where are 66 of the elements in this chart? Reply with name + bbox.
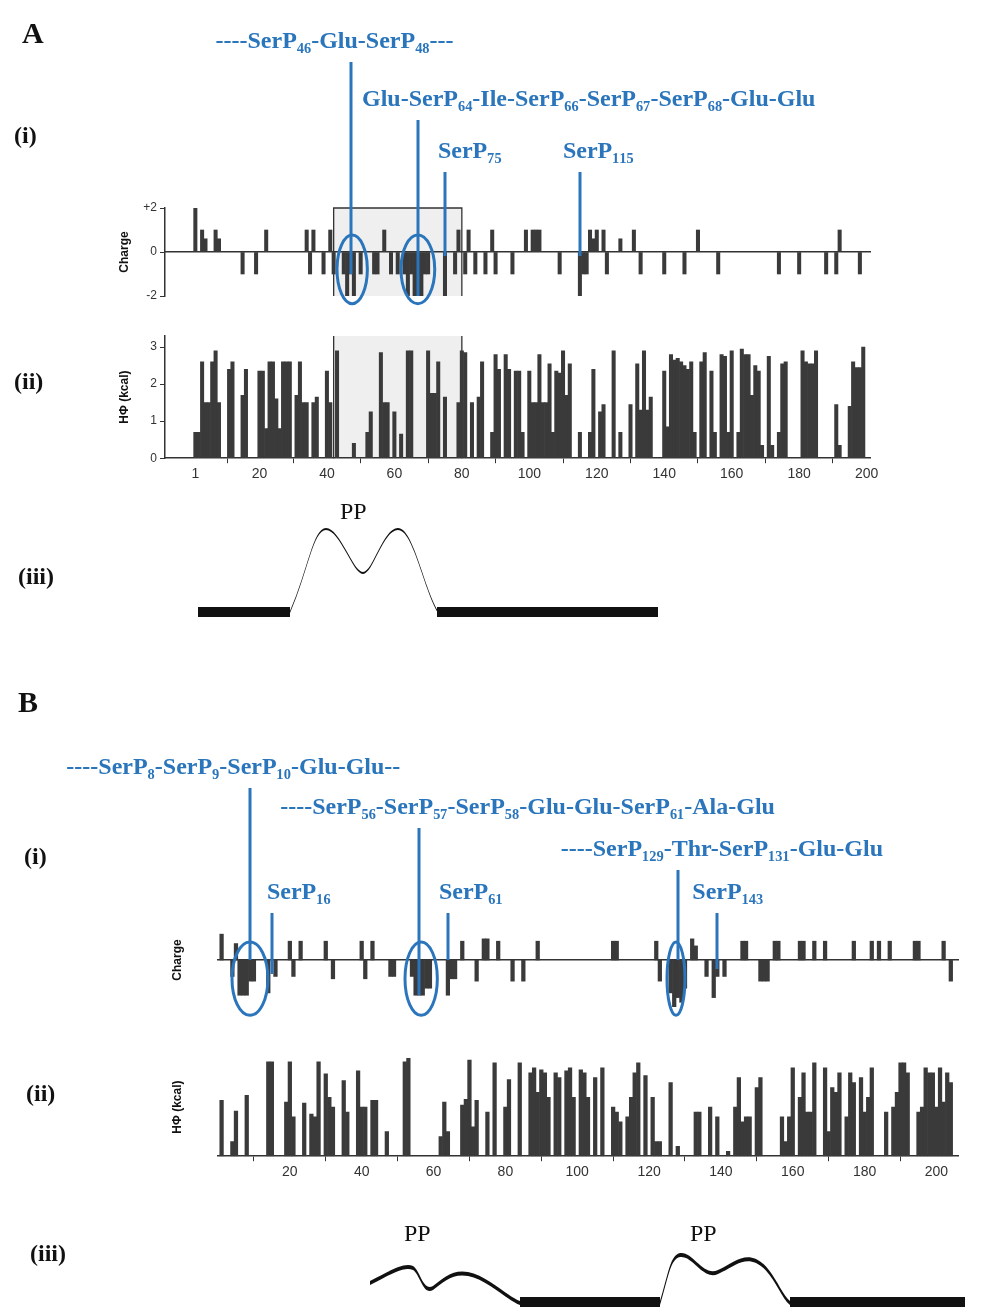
x-tick-label: 20 — [251, 465, 268, 482]
y-tick-label: 0 — [150, 450, 158, 465]
x-tick-label: 80 — [454, 465, 470, 482]
x-tick-label: 100 — [517, 465, 542, 482]
y-tick-label: -2 — [146, 288, 158, 303]
text: (iii) — [18, 563, 54, 590]
x-tick-label: 60 — [386, 465, 403, 482]
y-axis-title: Charge — [116, 231, 131, 273]
annotation: ----SerP₈-SerP₉-SerP₁₀-Glu-Glu-- — [66, 752, 401, 780]
annotation: SerP₆₁ — [438, 877, 503, 905]
annotation: ----SerP₅₆-SerP₅₇-SerP₅₈-Glu-Glu-SerP₆₁-Ala-Glu — [280, 792, 775, 820]
text: PP — [690, 1220, 717, 1247]
x-tick-label: 160 — [720, 465, 744, 482]
annotation: ----SerP₄₆-Glu-SerP₄₈--- — [215, 26, 454, 54]
x-tick-label: 200 — [924, 1163, 949, 1180]
annotation: Glu-SerP₆₄-Ile-SerP₆₆-SerP₆₇-SerP₆₈-Glu-Glu — [361, 84, 816, 112]
bar — [567, 1067, 573, 1157]
text: (i) — [14, 122, 37, 149]
x-tick-label: 40 — [319, 465, 335, 482]
bar — [830, 1087, 835, 1157]
y-tick-label: 0 — [150, 244, 158, 259]
x-tick-label: 140 — [652, 465, 677, 482]
x-tick-label: 180 — [852, 1163, 877, 1180]
chart-title: B — [18, 685, 39, 719]
bar — [743, 1116, 749, 1157]
x-tick-label: 200 — [854, 465, 879, 482]
annotation: SerP₁₄₃ — [692, 877, 764, 905]
y-axis-title: HΦ (kcal) — [116, 370, 131, 424]
x-tick-label: 20 — [282, 1163, 298, 1180]
x-tick-label: 80 — [497, 1163, 514, 1180]
x-tick-label: 160 — [781, 1163, 805, 1180]
bar — [442, 1101, 447, 1157]
text: (i) — [24, 843, 47, 870]
annotation: SerP₁₁₅ — [562, 136, 634, 164]
text: (ii) — [26, 1080, 56, 1107]
x-tick-label: 180 — [787, 465, 812, 482]
text: (iii) — [30, 1240, 66, 1267]
x-tick-label: 100 — [565, 1163, 590, 1180]
bar — [945, 1072, 950, 1157]
y-tick-label: 3 — [150, 339, 158, 354]
bar — [901, 1062, 907, 1157]
x-tick-label: 60 — [425, 1163, 442, 1180]
bar — [582, 1072, 587, 1157]
bar — [467, 1059, 472, 1157]
x-tick-label: 140 — [709, 1163, 733, 1180]
text: (ii) — [14, 368, 44, 395]
text: PP — [404, 1220, 431, 1247]
x-tick-label: 120 — [637, 1163, 661, 1180]
y-axis-title: HΦ (kcal) — [169, 1080, 184, 1134]
x-tick-label: 1 — [191, 465, 200, 482]
bar — [801, 1072, 806, 1157]
annotation: SerP₁₆ — [266, 877, 331, 905]
bar — [531, 1067, 537, 1157]
bar — [848, 1072, 853, 1157]
y-tick-label: +2 — [143, 200, 158, 215]
x-tick-label: 120 — [585, 465, 609, 482]
y-tick-label: 2 — [150, 376, 158, 391]
y-axis-title: Charge — [169, 939, 184, 981]
y-tick-label: 1 — [150, 413, 158, 428]
bar — [898, 1062, 903, 1157]
annotation: SerP₇₅ — [437, 136, 502, 164]
bar — [937, 1067, 943, 1157]
annotation: ----SerP₁₂₉-Thr-SerP₁₃₁-Glu-Glu — [560, 834, 884, 862]
chart-title: A — [22, 16, 44, 50]
x-tick-label: 40 — [353, 1163, 370, 1180]
text: PP — [340, 498, 367, 525]
